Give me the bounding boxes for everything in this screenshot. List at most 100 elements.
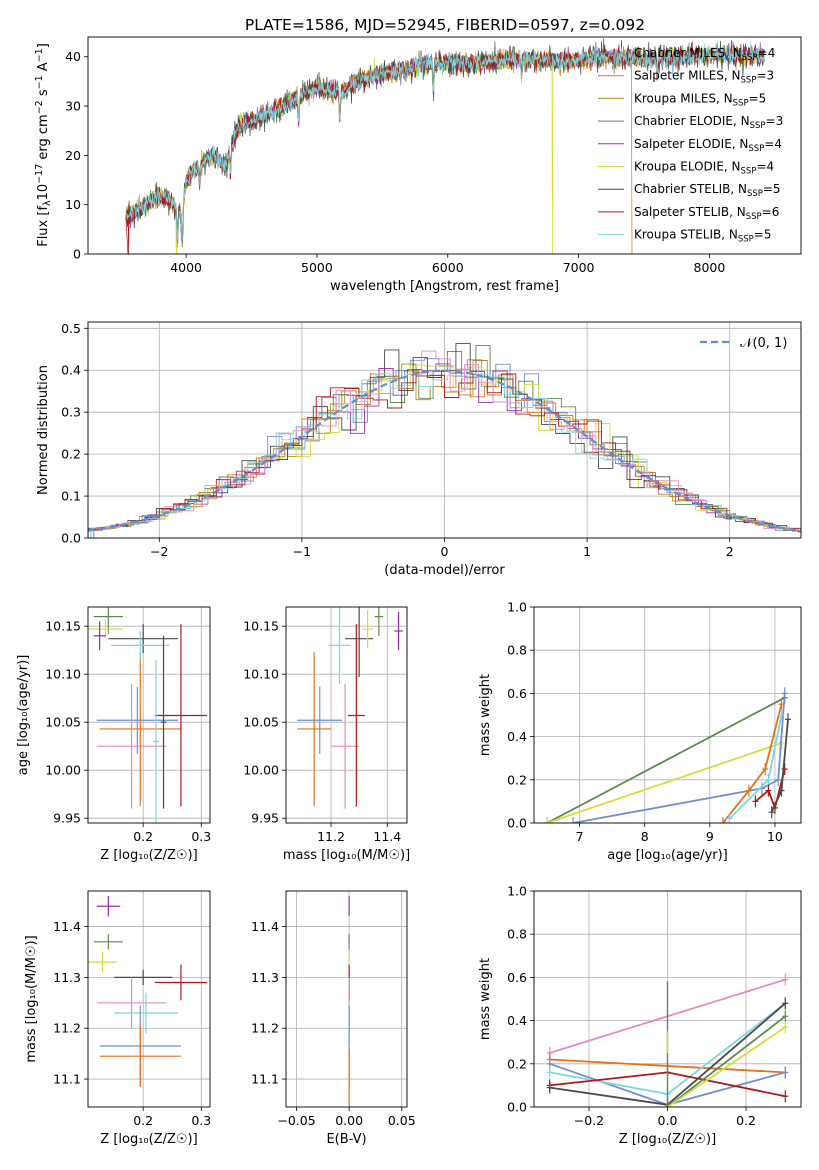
legend-label: Kroupa STELIB, NSSP=5 [634, 228, 772, 245]
legend-subscript: SSP [750, 121, 766, 131]
grid [534, 606, 801, 824]
y-tick-label: 11.3 [53, 970, 81, 985]
spectrum-axes: 4000 5000 6000 7000 8000 0 10 20 30 40 wavelength … [34, 36, 802, 294]
y-tick-label: 0.2 [507, 772, 527, 787]
y-tick-label: 10.05 [45, 715, 81, 730]
x-tick-label: 0.2 [133, 1113, 153, 1128]
age_vs_mass-axes: 11.2 11.4 9.95 10.00 10.05 10.10 10.15 mass [lo… [243, 606, 410, 863]
histogram-salp_stelib [88, 373, 801, 538]
y-tick-label: 10.05 [243, 715, 279, 730]
y-axis-label: mass weight [478, 958, 493, 1040]
x-tick-label: 0.2 [133, 829, 153, 844]
y-tick-label: 11.4 [251, 919, 279, 934]
y-axis-label-part: λ [42, 200, 53, 206]
histogram-pink [93, 350, 801, 538]
x-tick-label: 2 [726, 544, 734, 559]
y-tick-label: 10.10 [45, 667, 81, 682]
y-tick-label: 0.8 [507, 643, 527, 658]
axes-frame [87, 36, 802, 255]
x-tick-label: 0.2 [736, 1113, 756, 1128]
grid [286, 607, 407, 823]
y-tick-label: 0.5 [61, 321, 81, 336]
legend-name: Salpeter STELIB, N [634, 205, 746, 219]
grid [88, 322, 801, 539]
grid [88, 891, 210, 1107]
y-tick-label: 9.95 [251, 811, 279, 826]
y-tick-label: 11.1 [53, 1072, 81, 1087]
y-axis-label: Flux [fλ10−17 erg cm−2 s−1 A−1] [34, 43, 53, 247]
histogram-krou_elodie [88, 364, 801, 532]
legend-label: Kroupa MILES, NSSP=5 [634, 91, 766, 108]
x-tick-label: 7 [576, 829, 584, 844]
legend-label: Salpeter MILES, NSSP=3 [634, 69, 774, 86]
x-axis-label: Z [log₁₀(Z/Z☉)] [619, 1132, 716, 1147]
histogram-salp_miles [88, 368, 801, 532]
axes-frame [87, 890, 211, 1108]
x-tick-label: 0.05 [388, 1113, 416, 1128]
x-tick-label: 0.00 [335, 1113, 363, 1128]
legend-label: Chabrier STELIB, NSSP=5 [634, 182, 781, 199]
y-axis-label-part: 10 [36, 184, 51, 201]
y-axis-label-part: Flux [f [36, 206, 51, 247]
x-tick-label: 8000 [694, 260, 726, 275]
y-tick-label: 1.0 [507, 600, 527, 615]
y-axis-label: Normed distribution [36, 365, 51, 495]
axes-frame [285, 606, 408, 824]
x-axis-label: Z [log₁₀(Z/Z☉)] [100, 848, 197, 863]
plot-area [88, 896, 208, 1087]
age_vs_Z-axes: 0.2 0.3 9.95 10.00 10.05 10.10 10.15 Z [log₁₀(Z… [16, 606, 211, 863]
y-tick-label: 10.10 [243, 667, 279, 682]
plot-area [544, 687, 791, 823]
weight-line-krou_elodie [546, 742, 782, 823]
axes-frame [533, 890, 802, 1108]
x-tick-label: −0.05 [277, 1113, 315, 1128]
x-tick-label: 8 [641, 829, 649, 844]
legend-name: Kroupa STELIB, N [634, 228, 738, 242]
y-tick-label: 0.3 [61, 405, 81, 420]
histogram-chab_elodie [90, 345, 801, 538]
x-tick-label: 1 [583, 544, 591, 559]
y-axis-label: mass [log₁₀(M/M☉)] [24, 935, 39, 1062]
legend-label: Salpeter ELODIE, NSSP=4 [634, 137, 782, 154]
weight-line-chab_miles [572, 693, 786, 823]
x-tick-label: 4000 [170, 260, 202, 275]
x-tick-label: 10 [767, 829, 783, 844]
legend-nssp: =3 [766, 114, 784, 128]
x-tick-label: −2 [150, 544, 168, 559]
legend-name: Salpeter MILES, N [634, 69, 741, 83]
gaussian-curve [88, 369, 801, 532]
x-tick-label: 11.2 [317, 829, 345, 844]
y-tick-label: 30 [65, 99, 81, 114]
legend-subscript: SSP [741, 76, 757, 86]
axes-frame [87, 321, 802, 539]
y-tick-label: 0.2 [61, 447, 81, 462]
y-tick-label: 40 [65, 49, 81, 64]
legend-subscript: SSP [746, 212, 762, 222]
y-tick-label: 0 [73, 247, 81, 262]
legend-subscript: SSP [738, 235, 754, 245]
plot-area [546, 973, 789, 1107]
x-axis-label: mass [log₁₀(M/M☉)] [283, 848, 410, 863]
legend-subscript: SSP [733, 98, 749, 108]
legend-nssp: =5 [763, 182, 781, 196]
legend-nssp: =3 [756, 69, 774, 83]
y-tick-label: 11.1 [251, 1072, 279, 1087]
legend-name: Salpeter ELODIE, N [634, 137, 748, 151]
y-axis-label-part: A [36, 62, 51, 75]
legend-nssp: =5 [749, 91, 767, 105]
legend-label: Salpeter STELIB, NSSP=6 [634, 205, 779, 222]
weight-line-salp_miles [722, 703, 783, 823]
x-tick-label: 11.4 [373, 829, 401, 844]
y-axis-label-part: erg cm [36, 114, 51, 163]
weight-line-chab_elodie [546, 696, 786, 823]
x-axis-label: (data-model)/error [384, 563, 505, 578]
y-axis-label-part: −2 [34, 100, 45, 114]
x-axis-label: Z [log₁₀(Z/Z☉)] [100, 1132, 197, 1147]
mass_vs_Z-axes: 0.2 0.3 11.1 11.2 11.3 11.4 Z [log₁₀(Z/Z☉)] mas… [24, 890, 211, 1147]
y-axis-label-part: ] [36, 43, 51, 48]
y-tick-label: 0.8 [507, 927, 527, 942]
y-tick-label: 10.00 [243, 763, 279, 778]
legend-name: Chabrier MILES, N [634, 46, 742, 60]
axes-frame [285, 890, 408, 1108]
